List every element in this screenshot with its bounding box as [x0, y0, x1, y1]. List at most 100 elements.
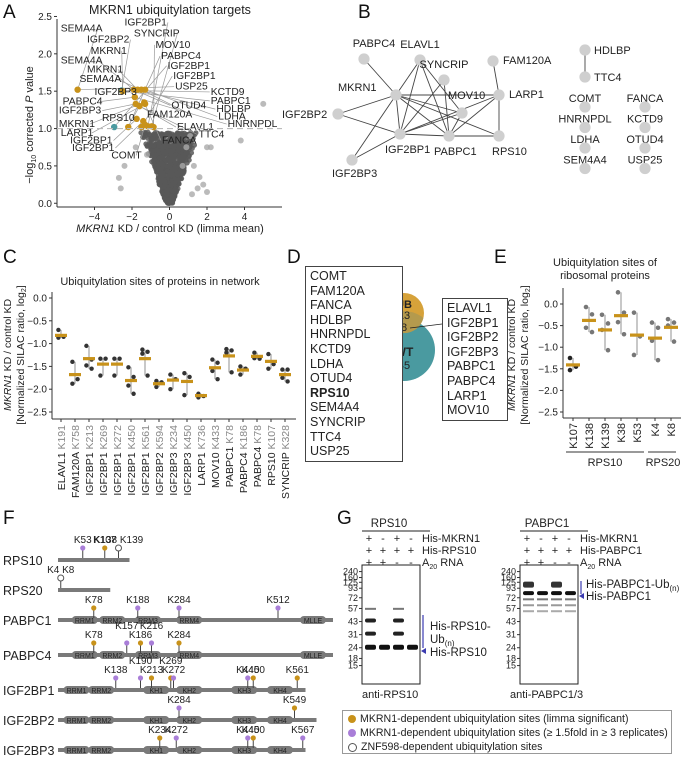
domain-label: RRM4 [179, 618, 199, 625]
site-label: K78 [85, 630, 103, 641]
network-edge [399, 94, 500, 135]
condition-sign: - [567, 533, 571, 545]
network-node-label: COMT [569, 93, 602, 105]
network-node-label: LARP1 [509, 89, 544, 101]
axes: 0.0 0.5 1.0 1.5 2.0 2.5 −4 −2 0 2 4 [38, 12, 282, 223]
network-edge [351, 133, 401, 161]
x-axis-label: MKRN1 KD / control KD (limma mean) [76, 223, 264, 235]
domain-box [63, 716, 90, 724]
network-node [579, 121, 591, 134]
y-tick-label: −1.5 [538, 364, 558, 375]
network-edge [337, 113, 401, 135]
x-tick-label: MOV10 K433 [210, 425, 222, 488]
background-point [169, 194, 175, 200]
outlier-point [132, 144, 139, 151]
band [523, 581, 534, 588]
condition-sign: - [381, 533, 385, 545]
site-marker [294, 675, 300, 681]
outlier-point [190, 162, 197, 169]
domain-box [143, 716, 170, 724]
network-node-label: ELAVL1 [400, 39, 440, 51]
x-tick-label: PABPC1 K78 [224, 425, 236, 487]
point-label: LARP1 [61, 128, 94, 139]
replicate-point [567, 367, 573, 373]
panel-letter-a: A [3, 2, 16, 23]
legend: MKRN1-dependent ubiquitylation sites (li… [342, 710, 672, 754]
replicate-point [182, 371, 187, 376]
mean-bar [582, 318, 596, 323]
network-edge [419, 59, 450, 137]
marker-label: 72 [506, 593, 516, 603]
network-node [487, 55, 499, 67]
replicate-point [126, 365, 131, 370]
band [523, 604, 534, 607]
x-tick-label: −2 [126, 212, 138, 223]
condition-label: His-RPS10 [422, 545, 476, 557]
background-point [152, 132, 158, 138]
network-node-label: MOV10 [448, 90, 485, 102]
network-node-label: KCTD9 [627, 114, 663, 126]
outlier-point [121, 162, 128, 169]
network-node [394, 128, 406, 140]
site-label: K549 [283, 695, 307, 706]
significant-point [138, 123, 145, 131]
domain-label: KH2 [182, 688, 196, 695]
panel-letter-g: G [337, 508, 352, 529]
venn-list-item: FANCA [310, 298, 352, 313]
replicate-point [671, 339, 677, 344]
point-label: COMT [111, 150, 142, 161]
domain-box [135, 616, 161, 624]
point-label: OTUD4 [171, 100, 206, 111]
background-point [164, 131, 170, 137]
panel-a-volcano-plot: MKRN1 ubiquitylation targets SEMA4AIGF2B… [24, 3, 282, 235]
leader-line [143, 102, 162, 141]
background-point [175, 147, 182, 153]
site-marker [113, 675, 119, 681]
replicate-point [621, 310, 627, 315]
marker-label: 72 [348, 593, 358, 603]
replicate-point [271, 361, 276, 367]
venn-overlap-list: ELAVL1 IGF2BP1 IGF2BP2 IGF2BP3 PABPC1 PABPC4 L… [442, 298, 508, 421]
replicate-point [631, 352, 637, 358]
x-tick-label: −4 [89, 212, 101, 223]
network-node-label: FAM120A [503, 55, 552, 67]
point-label: IGF2BP2 [87, 35, 130, 46]
domain-label: RRM3 [138, 653, 158, 660]
replicate-point [671, 320, 677, 325]
site-label: K190 [129, 656, 153, 667]
gold-dot-icon [348, 715, 356, 723]
point-label: ELAVL1 [177, 122, 214, 133]
panel-g-western-blots: RPS10+ - + - His-MKRN1+ + + + His-RPS10+ + - - A20 R… [343, 518, 680, 701]
band [537, 598, 548, 601]
domain-box [135, 651, 161, 659]
significant-point [119, 87, 126, 95]
background-point [146, 131, 153, 138]
band [537, 591, 548, 596]
domain-label: RRM2 [102, 653, 122, 660]
replicate-point [210, 357, 215, 362]
replicate-point [583, 304, 589, 310]
leader-line [113, 65, 167, 128]
venn-leader-right [409, 323, 443, 329]
point-label: SEMA4A [80, 74, 122, 85]
mean-bar [630, 333, 644, 337]
network-node-label: TTC4 [594, 72, 622, 84]
condition-sign: + [380, 557, 386, 569]
domain-box [99, 616, 126, 624]
background-point [176, 156, 182, 162]
replicate-point [589, 329, 595, 335]
outlier-point [200, 181, 207, 188]
site-marker-open [57, 574, 65, 582]
replicate-point [187, 374, 192, 380]
condition-sign: + [394, 545, 400, 557]
background-point [166, 143, 172, 149]
y-tick-label: −2.5 [538, 408, 558, 419]
background-point [156, 155, 163, 161]
y-tick-label: −0.5 [538, 321, 558, 332]
network-edge [351, 94, 397, 161]
panel-c-ylabel-1: MKRN1 KD / control KD [2, 299, 14, 411]
x-tick-label: 0 [167, 212, 173, 223]
domain-label: RRM1 [67, 718, 87, 725]
network-node [414, 54, 426, 66]
venn-list-item: FAM120A [310, 283, 365, 298]
